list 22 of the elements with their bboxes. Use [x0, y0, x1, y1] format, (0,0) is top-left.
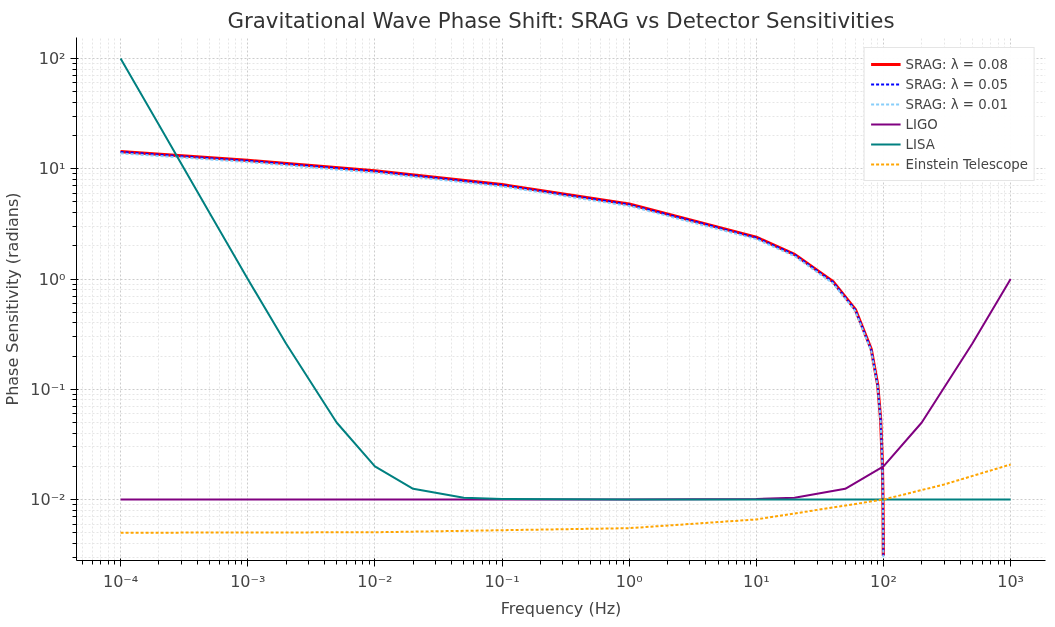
y-tick-label: 10⁻¹: [30, 379, 66, 399]
legend-label: SRAG: λ = 0.05: [905, 76, 1008, 92]
y-tick-label: 10⁰: [38, 269, 66, 289]
x-tick-label: 10⁻²: [357, 571, 393, 591]
x-tick-label: 10²: [870, 571, 897, 591]
x-tick-label: 10³: [997, 571, 1025, 591]
legend-label: LISA: [905, 136, 935, 152]
x-tick-label: 10⁻¹: [484, 571, 520, 591]
legend-label: SRAG: λ = 0.01: [905, 96, 1008, 112]
y-tick-label: 10⁻²: [30, 490, 66, 510]
legend-label: Einstein Telescope: [905, 156, 1028, 172]
x-tick-label: 10¹: [742, 571, 770, 591]
legend-label: SRAG: λ = 0.08: [905, 56, 1008, 72]
y-tick-label: 10²: [38, 48, 66, 68]
legend-label: LIGO: [905, 116, 938, 132]
x-tick-label: 10⁻⁴: [102, 571, 139, 591]
x-axis-title: Frequency (Hz): [500, 598, 622, 618]
y-axis-title: Phase Sensitivity (radians): [3, 192, 23, 406]
y-tick-label: 10¹: [38, 159, 66, 179]
x-tick-label: 10⁻³: [230, 571, 266, 591]
x-tick-label: 10⁰: [615, 571, 643, 591]
chart-title: Gravitational Wave Phase Shift: SRAG vs Detector Sensitivities: [227, 7, 895, 33]
